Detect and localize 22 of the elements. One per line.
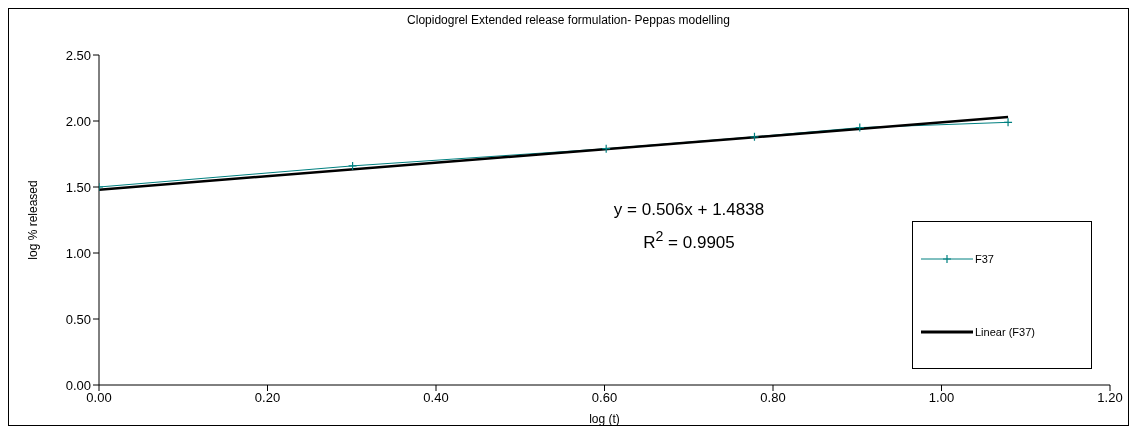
y-tick-label: 0.50 <box>65 311 91 327</box>
y-tick-label: 2.50 <box>65 47 91 63</box>
x-axis-title: log (t) <box>589 412 620 426</box>
annotation: y = 0.506x + 1.4838 <box>612 199 766 221</box>
x-tick-label: 0.00 <box>86 390 112 406</box>
point <box>347 161 358 171</box>
y-tick-label: 1.00 <box>65 245 91 261</box>
x-tick-label: 0.80 <box>760 390 786 406</box>
point <box>1003 117 1013 127</box>
y-axis-title: log % released <box>26 180 41 260</box>
legend-label: Linear (F37) <box>975 325 1035 338</box>
x-tick-label: 0.20 <box>254 390 281 406</box>
annotation: R$^{2}$ = 0.9905 <box>642 227 736 254</box>
y-tick-label: 2.00 <box>65 113 91 129</box>
x-tick-label: 0.60 <box>591 390 618 406</box>
legend-label: F37 <box>975 252 994 265</box>
x-tick-label: 1.00 <box>928 390 955 406</box>
x-tick-label: 1.20 <box>1097 390 1123 406</box>
x-tick-label: 0.40 <box>423 390 449 406</box>
y-tick-label: 1.50 <box>65 179 91 195</box>
y-tick-label: 0.00 <box>65 377 91 393</box>
chart-title: Clopidogrel Extended release formulation- Peppas modelling <box>406 13 731 27</box>
